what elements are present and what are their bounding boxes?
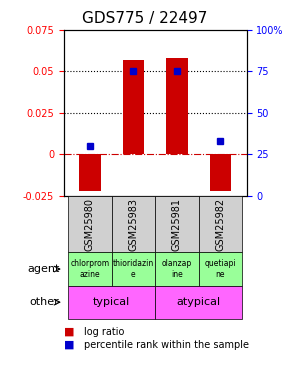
Text: log ratio: log ratio: [84, 327, 124, 337]
Text: chlorprom
azine: chlorprom azine: [70, 260, 109, 279]
Text: atypical: atypical: [177, 297, 221, 307]
FancyBboxPatch shape: [112, 196, 155, 252]
Text: thioridazin
e: thioridazin e: [113, 260, 154, 279]
Text: GSM25980: GSM25980: [85, 198, 95, 250]
Text: agent: agent: [27, 264, 59, 274]
Text: typical: typical: [93, 297, 130, 307]
Text: GSM25983: GSM25983: [128, 198, 138, 250]
Text: percentile rank within the sample: percentile rank within the sample: [84, 340, 249, 350]
Bar: [209, 154, 231, 191]
Bar: [166, 58, 188, 154]
FancyBboxPatch shape: [112, 252, 155, 286]
FancyBboxPatch shape: [155, 252, 199, 286]
FancyBboxPatch shape: [199, 196, 242, 252]
FancyBboxPatch shape: [199, 252, 242, 286]
FancyBboxPatch shape: [155, 196, 199, 252]
FancyBboxPatch shape: [68, 196, 112, 252]
Text: ■: ■: [64, 327, 74, 337]
FancyBboxPatch shape: [155, 286, 242, 319]
Text: GDS775 / 22497: GDS775 / 22497: [82, 11, 208, 26]
FancyBboxPatch shape: [68, 252, 112, 286]
Text: other: other: [30, 297, 59, 307]
Text: ■: ■: [64, 340, 74, 350]
Text: GSM25982: GSM25982: [215, 198, 225, 250]
Bar: [122, 60, 144, 154]
Text: quetiapi
ne: quetiapi ne: [204, 260, 236, 279]
Text: olanzap
ine: olanzap ine: [162, 260, 192, 279]
FancyBboxPatch shape: [68, 286, 155, 319]
Text: GSM25981: GSM25981: [172, 198, 182, 250]
Bar: [79, 154, 101, 191]
